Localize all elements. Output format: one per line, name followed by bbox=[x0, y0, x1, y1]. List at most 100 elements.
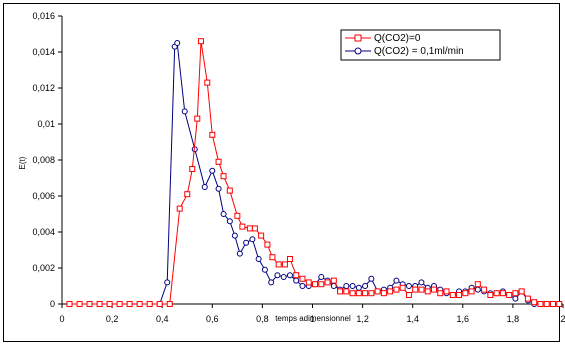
data-point bbox=[96, 301, 103, 307]
data-point bbox=[330, 277, 337, 284]
data-point bbox=[487, 292, 494, 298]
data-point bbox=[176, 205, 183, 212]
data-point bbox=[462, 290, 469, 297]
data-point bbox=[393, 277, 400, 284]
data-point bbox=[286, 256, 293, 262]
data-point bbox=[524, 295, 531, 302]
data-point bbox=[549, 301, 556, 307]
data-point bbox=[181, 108, 188, 115]
legend: Q(CO2)=0 Q(CO2) = 0,1ml/min bbox=[340, 29, 501, 61]
data-point bbox=[281, 261, 288, 268]
data-point bbox=[337, 288, 344, 295]
series-line bbox=[69, 41, 560, 305]
data-point bbox=[430, 286, 437, 293]
x-tick-label: 1 bbox=[310, 314, 315, 324]
data-point bbox=[274, 272, 281, 279]
x-tick-label: 1,2 bbox=[356, 314, 369, 324]
data-point bbox=[387, 288, 394, 295]
data-point bbox=[146, 301, 153, 307]
x-tick-label: 1,8 bbox=[507, 314, 520, 324]
y-tick-label: 0,006 bbox=[32, 191, 55, 201]
x-tick-label: 0,6 bbox=[206, 314, 219, 324]
data-point bbox=[318, 281, 325, 288]
data-point bbox=[405, 292, 412, 298]
data-point bbox=[481, 286, 488, 293]
data-point bbox=[374, 288, 381, 295]
x-tick-label: 0,2 bbox=[106, 314, 119, 324]
data-point bbox=[215, 185, 222, 192]
data-point bbox=[468, 288, 475, 295]
data-point bbox=[261, 266, 268, 273]
data-point bbox=[226, 187, 233, 194]
data-point bbox=[293, 272, 300, 279]
legend-marker-series-1 bbox=[354, 34, 362, 42]
data-point bbox=[236, 250, 243, 257]
data-point bbox=[355, 284, 362, 291]
data-point bbox=[234, 212, 241, 219]
data-point bbox=[312, 281, 319, 288]
data-point bbox=[305, 279, 312, 286]
x-tick-label: 1,4 bbox=[406, 314, 419, 324]
data-point bbox=[215, 158, 222, 165]
legend-label-series-2: Q(CO2) = 0,1ml/min bbox=[374, 46, 464, 57]
y-tick-label: 0,01 bbox=[37, 119, 55, 129]
y-tick-label: 0 bbox=[50, 299, 55, 309]
data-point bbox=[343, 288, 350, 295]
data-point bbox=[204, 79, 211, 86]
data-point bbox=[269, 254, 276, 261]
data-point bbox=[268, 279, 275, 286]
data-point bbox=[243, 239, 250, 246]
data-point bbox=[355, 290, 362, 297]
data-point bbox=[116, 301, 123, 307]
legend-marker-series-2 bbox=[354, 47, 362, 55]
x-tick-labels: 0 0,2 0,4 0,6 0,8 1 1,2 1,4 1,6 1,8 2 bbox=[59, 314, 565, 324]
data-point bbox=[506, 292, 513, 298]
data-point bbox=[543, 301, 550, 307]
data-point bbox=[293, 277, 300, 284]
y-axis-title: E(t) bbox=[18, 156, 27, 169]
series-2 bbox=[66, 40, 544, 307]
x-tick-label: 0,4 bbox=[156, 314, 169, 324]
data-point bbox=[412, 286, 419, 293]
data-point bbox=[166, 301, 173, 307]
data-point bbox=[209, 131, 216, 138]
data-point bbox=[220, 173, 227, 180]
data-point bbox=[126, 301, 133, 307]
data-point bbox=[318, 274, 325, 280]
data-point bbox=[518, 288, 525, 295]
y-tick-label: 0,016 bbox=[32, 11, 55, 21]
x-tick-label: 0 bbox=[59, 314, 64, 324]
y-tick-label: 0,008 bbox=[32, 155, 55, 165]
data-point bbox=[493, 290, 500, 297]
x-tick-label: 2 bbox=[560, 314, 565, 324]
data-point bbox=[164, 279, 171, 286]
data-point bbox=[156, 301, 163, 307]
data-point bbox=[299, 275, 306, 282]
x-tick-label: 0,8 bbox=[256, 314, 269, 324]
data-point bbox=[474, 286, 481, 293]
data-point bbox=[220, 211, 227, 217]
data-point bbox=[499, 290, 506, 297]
data-point bbox=[368, 290, 375, 297]
data-point bbox=[437, 290, 444, 297]
data-point bbox=[512, 295, 519, 302]
data-point bbox=[255, 256, 262, 262]
data-point bbox=[362, 283, 369, 289]
data-point bbox=[393, 286, 400, 293]
x-tick-label: 1,6 bbox=[457, 314, 470, 324]
data-point bbox=[556, 301, 563, 307]
x-axis-title: temps adimensionnel bbox=[275, 314, 351, 323]
data-point bbox=[246, 225, 253, 232]
series-line bbox=[69, 41, 541, 305]
data-point bbox=[231, 232, 238, 239]
y-tick-label: 0,014 bbox=[32, 47, 55, 57]
data-point bbox=[280, 274, 287, 280]
data-point bbox=[76, 301, 83, 307]
data-point bbox=[194, 115, 201, 122]
data-point bbox=[531, 299, 538, 306]
data-point bbox=[66, 301, 73, 307]
y-tick-label: 0,004 bbox=[32, 227, 55, 237]
data-point bbox=[275, 261, 282, 268]
data-point bbox=[258, 232, 265, 239]
